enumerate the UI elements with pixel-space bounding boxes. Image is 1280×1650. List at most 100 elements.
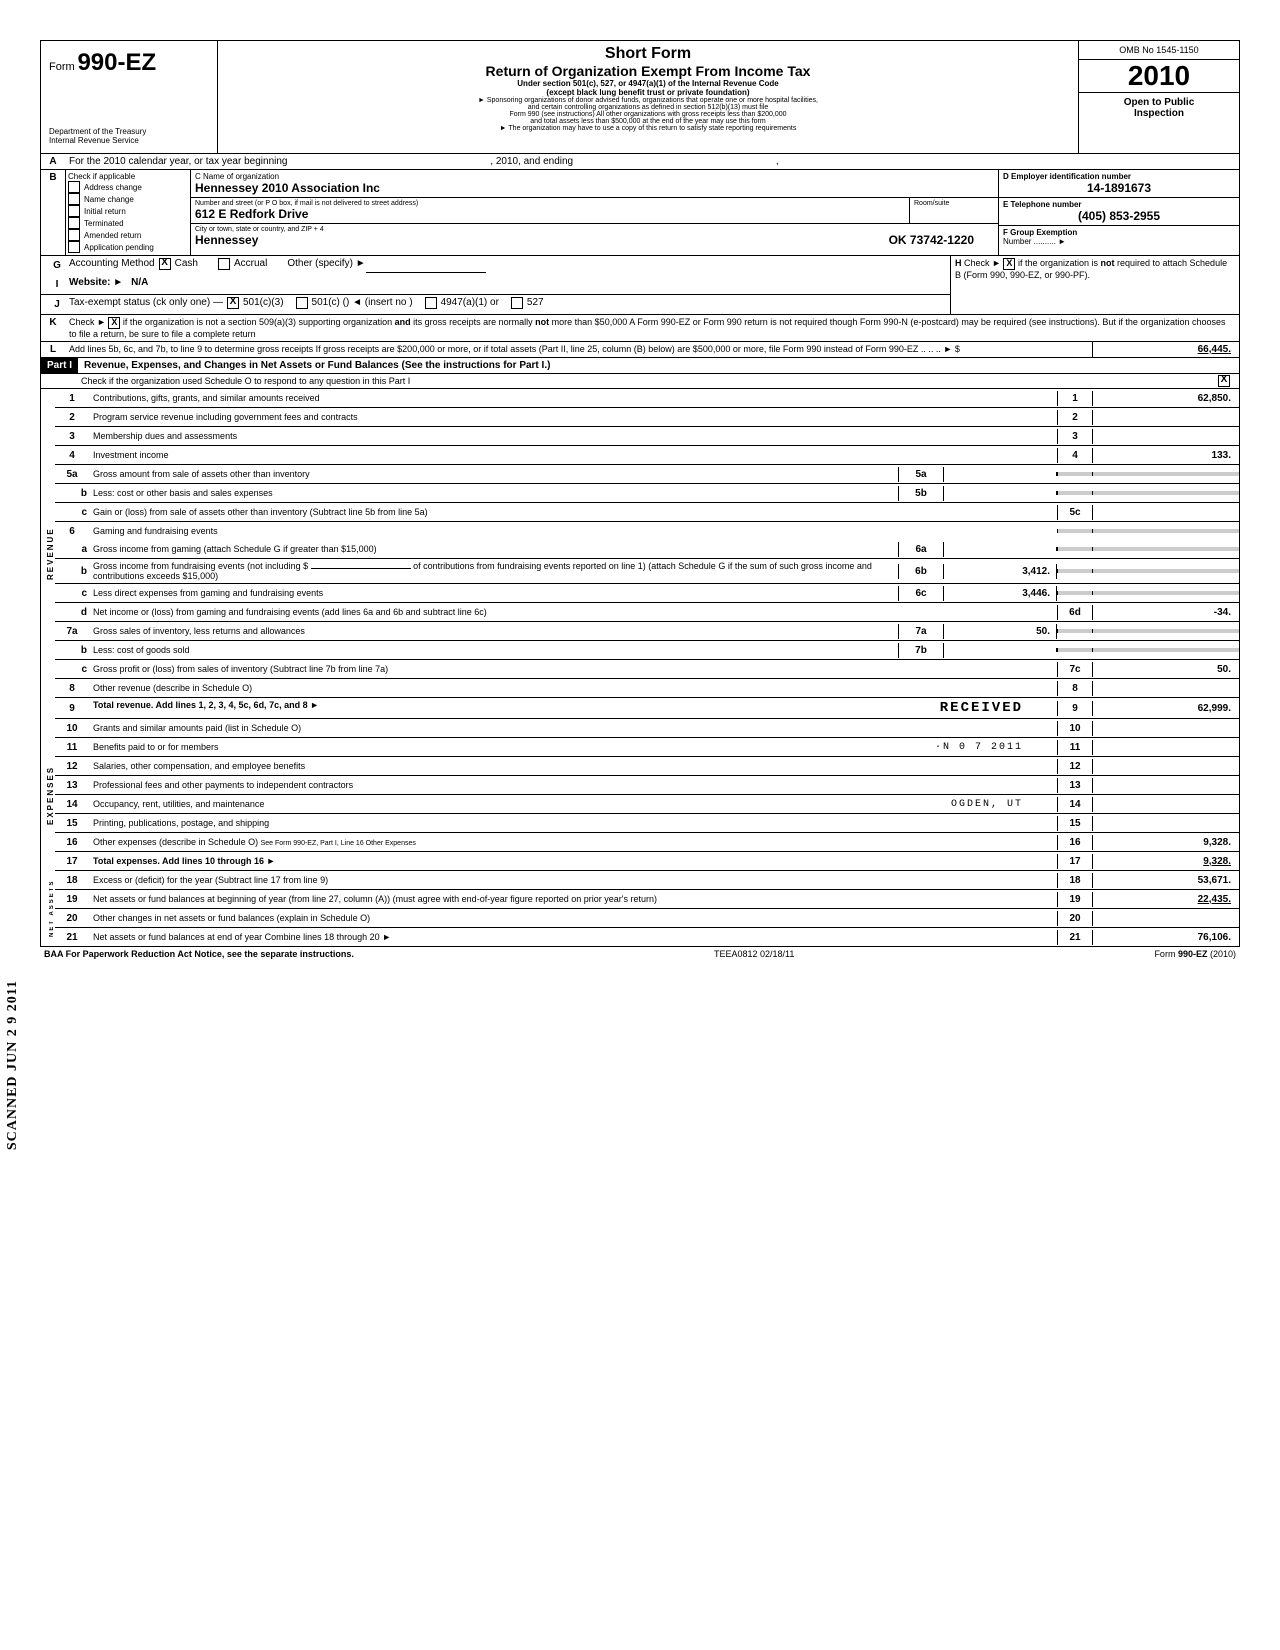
cb-cash[interactable]: X: [159, 258, 171, 270]
line1-val: 62,850.: [1093, 391, 1239, 406]
inspection: Inspection: [1083, 108, 1235, 119]
ogden-stamp: OGDEN, UT: [951, 799, 1023, 810]
revenue-vlabel: REVENUE: [41, 389, 55, 719]
sub5b: 5b: [898, 486, 944, 501]
line13: Professional fees and other payments to …: [89, 778, 1057, 792]
short-form: Short Form: [222, 45, 1074, 63]
line16: Other expenses (describe in Schedule O) …: [89, 835, 1057, 849]
lbl-other: Other (specify) ►: [287, 258, 365, 273]
sponsor3: Form 990 (see instructions) All other or…: [222, 111, 1074, 118]
line14: Occupancy, rent, utilities, and maintena…: [89, 797, 1057, 812]
address: 612 E Redfork Drive: [195, 207, 905, 221]
line9-val: 62,999.: [1093, 701, 1239, 716]
accounting-label: Accounting Method: [69, 258, 155, 273]
cb-501c3[interactable]: X: [227, 297, 239, 309]
lbl-amended: Amended return: [84, 231, 141, 240]
check-applicable: Check if applicable: [68, 172, 188, 181]
line-h-text: Check ► X if the organization is not req…: [955, 258, 1227, 280]
state-zip: OK 73742-1220: [889, 233, 974, 247]
sub6b: 6b: [898, 564, 944, 579]
cb-name[interactable]: [68, 193, 80, 205]
lbl-accrual: Accrual: [234, 258, 267, 273]
lbl-501c: 501(c) (: [312, 297, 346, 312]
sub6c: 6c: [898, 586, 944, 601]
lbl-name: Name change: [84, 195, 134, 204]
line2-val: [1093, 415, 1239, 419]
line7b: Less: cost of goods sold: [89, 643, 898, 657]
line12: Salaries, other compensation, and employ…: [89, 759, 1057, 773]
line10: Grants and similar amounts paid (list in…: [89, 721, 1057, 735]
label-l: L: [41, 342, 65, 357]
return-title: Return of Organization Exempt From Incom…: [222, 63, 1074, 79]
scanned-stamp: SCANNED JUN 2 9 2011: [5, 980, 19, 1150]
label-k: K: [41, 315, 65, 341]
form-footer: Form 990-EZ (2010): [1154, 949, 1236, 959]
sponsor4: and total assets less than $500,000 at t…: [222, 118, 1074, 125]
line12-val: [1093, 764, 1239, 768]
label-c: C Name of organization: [195, 172, 994, 181]
dept-treasury: Department of the Treasury: [49, 127, 209, 136]
line4: Investment income: [89, 448, 1057, 462]
line8: Other revenue (describe in Schedule O): [89, 681, 1057, 695]
sub7a-val: 50.: [944, 624, 1057, 639]
lbl-527: 527: [527, 297, 544, 312]
sponsor1: ► Sponsoring organizations of donor advi…: [222, 97, 1074, 104]
teea: TEEA0812 02/18/11: [714, 949, 794, 959]
cb-amended[interactable]: [68, 229, 80, 241]
line17-val: 9,328.: [1093, 854, 1239, 869]
cb-address[interactable]: [68, 181, 80, 193]
org-name: Hennessey 2010 Association Inc: [195, 181, 994, 195]
cb-pending[interactable]: [68, 241, 80, 253]
label-f: F Group Exemption: [1003, 228, 1235, 237]
sub7b-val: [944, 648, 1057, 652]
label-g: G: [45, 258, 69, 273]
line-k-text: Check ► X if the organization is not a s…: [65, 315, 1239, 341]
cb-scheduleo[interactable]: X: [1218, 375, 1230, 387]
cb-accrual[interactable]: [218, 258, 230, 270]
sponsor2: and certain controlling organizations as…: [222, 104, 1074, 111]
line-l-val: 66,445.: [1092, 342, 1239, 357]
cb-527[interactable]: [511, 297, 523, 309]
line11: Benefits paid to or for members·N 0 7 20…: [89, 740, 1057, 755]
cb-501c[interactable]: [296, 297, 308, 309]
line15-val: [1093, 821, 1239, 825]
cb-509a3[interactable]: X: [108, 317, 120, 329]
line6b: Gross income from fundraising events (no…: [89, 559, 898, 583]
cb-4947[interactable]: [425, 297, 437, 309]
line3: Membership dues and assessments: [89, 429, 1057, 443]
line4-val: 133.: [1093, 448, 1239, 463]
cb-scheduleb[interactable]: X: [1003, 258, 1015, 270]
line8-val: [1093, 686, 1239, 690]
sub6b-val: 3,412.: [944, 564, 1057, 579]
city: Hennessey: [195, 233, 258, 247]
form-number: 990-EZ: [77, 49, 156, 76]
line19: Net assets or fund balances at beginning…: [89, 892, 1057, 906]
form-prefix: Form: [49, 61, 75, 73]
line3-val: [1093, 434, 1239, 438]
lbl-pending: Application pending: [84, 243, 154, 252]
lbl-terminated: Terminated: [84, 219, 124, 228]
ein: 14-1891673: [1003, 181, 1235, 195]
line2: Program service revenue including govern…: [89, 410, 1057, 424]
line5a: Gross amount from sale of assets other t…: [89, 467, 898, 481]
cb-terminated[interactable]: [68, 217, 80, 229]
sub7a: 7a: [898, 624, 944, 639]
cb-initial[interactable]: [68, 205, 80, 217]
line15: Printing, publications, postage, and shi…: [89, 816, 1057, 830]
omb: OMB No 1545-1150: [1079, 41, 1239, 60]
label-j: J: [45, 297, 69, 312]
irs: Internal Revenue Service: [49, 136, 209, 145]
line-a-text: For the 2010 calendar year, or tax year …: [69, 156, 287, 167]
lbl-insert: ) ◄ (insert no ): [346, 297, 413, 312]
label-h: H: [955, 258, 962, 268]
label-a: A: [41, 154, 65, 169]
label-i: I: [45, 277, 69, 292]
line16-val: 9,328.: [1093, 835, 1239, 850]
room-label: Room/suite: [910, 198, 998, 223]
website: N/A: [131, 277, 148, 292]
label-d: D Employer identification number: [1003, 172, 1235, 181]
lbl-501c3: 501(c)(3): [243, 297, 284, 312]
line20-val: [1093, 916, 1239, 920]
line18-val: 53,671.: [1093, 873, 1239, 888]
line6c: Less direct expenses from gaming and fun…: [89, 586, 898, 600]
